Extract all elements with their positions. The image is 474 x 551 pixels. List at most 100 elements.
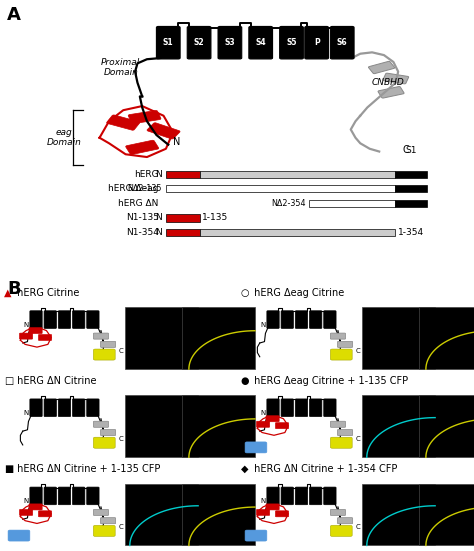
Text: N: N: [23, 498, 28, 504]
Bar: [395, 185, 427, 192]
Text: ▲: ▲: [4, 288, 11, 298]
FancyBboxPatch shape: [256, 509, 270, 516]
Bar: [182, 307, 255, 369]
Text: S1: S1: [405, 147, 417, 155]
Text: □: □: [4, 376, 13, 386]
Text: N: N: [23, 410, 28, 415]
FancyBboxPatch shape: [147, 123, 180, 139]
Text: ◆: ◆: [241, 464, 248, 474]
Text: C: C: [119, 348, 124, 354]
Text: ■: ■: [4, 464, 13, 474]
FancyBboxPatch shape: [267, 487, 279, 505]
Text: N1-135: N1-135: [126, 213, 159, 223]
Text: C: C: [119, 436, 124, 442]
FancyBboxPatch shape: [256, 421, 270, 428]
Text: S6: S6: [337, 38, 347, 47]
FancyBboxPatch shape: [218, 26, 242, 59]
FancyBboxPatch shape: [330, 437, 352, 449]
Bar: [310, 199, 395, 207]
FancyBboxPatch shape: [330, 333, 346, 339]
FancyBboxPatch shape: [93, 437, 115, 449]
FancyBboxPatch shape: [281, 311, 293, 328]
FancyBboxPatch shape: [324, 399, 336, 417]
Text: S1: S1: [163, 38, 173, 47]
FancyBboxPatch shape: [93, 421, 109, 428]
Text: hERG ΔN Citrine: hERG ΔN Citrine: [14, 376, 97, 386]
FancyBboxPatch shape: [295, 399, 308, 417]
Bar: [166, 185, 395, 192]
FancyBboxPatch shape: [30, 487, 42, 505]
Bar: [182, 484, 255, 545]
FancyBboxPatch shape: [330, 526, 352, 537]
FancyBboxPatch shape: [73, 487, 85, 505]
FancyBboxPatch shape: [100, 518, 116, 523]
FancyBboxPatch shape: [330, 349, 352, 360]
FancyBboxPatch shape: [281, 399, 293, 417]
FancyBboxPatch shape: [58, 311, 71, 328]
FancyBboxPatch shape: [305, 26, 328, 59]
FancyBboxPatch shape: [187, 26, 211, 59]
FancyBboxPatch shape: [19, 333, 33, 339]
Text: hERG ΔN Citrine + 1-135 CFP: hERG ΔN Citrine + 1-135 CFP: [14, 464, 161, 474]
FancyBboxPatch shape: [29, 504, 42, 510]
FancyBboxPatch shape: [337, 341, 353, 347]
Bar: [362, 484, 435, 545]
Text: B: B: [7, 280, 21, 298]
Text: A: A: [7, 6, 21, 24]
FancyBboxPatch shape: [58, 487, 71, 505]
Text: hERG Δeag: hERG Δeag: [108, 184, 159, 193]
Text: hERG ΔN Citrine + 1-354 CFP: hERG ΔN Citrine + 1-354 CFP: [251, 464, 398, 474]
FancyBboxPatch shape: [295, 487, 308, 505]
Bar: [125, 307, 198, 369]
Text: ○: ○: [241, 288, 249, 298]
FancyBboxPatch shape: [310, 311, 322, 328]
FancyBboxPatch shape: [275, 511, 289, 517]
Text: hERG: hERG: [134, 170, 159, 179]
FancyBboxPatch shape: [330, 509, 346, 516]
FancyBboxPatch shape: [93, 526, 115, 537]
FancyBboxPatch shape: [87, 487, 99, 505]
FancyBboxPatch shape: [100, 341, 116, 347]
FancyBboxPatch shape: [107, 115, 140, 130]
Text: N: N: [23, 322, 28, 327]
Text: S5: S5: [286, 38, 297, 47]
FancyBboxPatch shape: [58, 399, 71, 417]
FancyBboxPatch shape: [330, 421, 346, 428]
FancyBboxPatch shape: [310, 487, 322, 505]
Text: CNBHD: CNBHD: [372, 78, 405, 87]
Bar: [166, 214, 200, 222]
Text: 1-354: 1-354: [398, 228, 424, 237]
Text: hERG ΔN: hERG ΔN: [118, 199, 159, 208]
FancyBboxPatch shape: [368, 61, 395, 74]
Bar: [395, 199, 427, 207]
FancyBboxPatch shape: [245, 442, 267, 453]
FancyBboxPatch shape: [126, 141, 159, 154]
FancyBboxPatch shape: [100, 430, 116, 435]
FancyBboxPatch shape: [383, 73, 409, 84]
Text: C: C: [403, 145, 410, 155]
Text: 1-135: 1-135: [202, 213, 228, 223]
Bar: [362, 396, 435, 457]
Text: N: N: [260, 498, 265, 504]
FancyBboxPatch shape: [156, 26, 180, 59]
FancyBboxPatch shape: [93, 509, 109, 516]
FancyBboxPatch shape: [30, 399, 42, 417]
Text: C: C: [119, 524, 124, 530]
FancyBboxPatch shape: [330, 26, 354, 59]
Bar: [419, 484, 474, 545]
Bar: [419, 307, 474, 369]
Bar: [200, 229, 395, 236]
FancyBboxPatch shape: [8, 530, 30, 541]
FancyBboxPatch shape: [93, 349, 115, 360]
FancyBboxPatch shape: [245, 530, 267, 541]
FancyBboxPatch shape: [87, 311, 99, 328]
FancyBboxPatch shape: [267, 399, 279, 417]
FancyBboxPatch shape: [324, 487, 336, 505]
Text: Proximal
Domain: Proximal Domain: [101, 58, 140, 77]
FancyBboxPatch shape: [87, 399, 99, 417]
Bar: [419, 396, 474, 457]
Bar: [182, 396, 255, 457]
FancyBboxPatch shape: [324, 311, 336, 328]
Text: eag
Domain: eag Domain: [46, 128, 82, 148]
FancyBboxPatch shape: [38, 511, 52, 517]
